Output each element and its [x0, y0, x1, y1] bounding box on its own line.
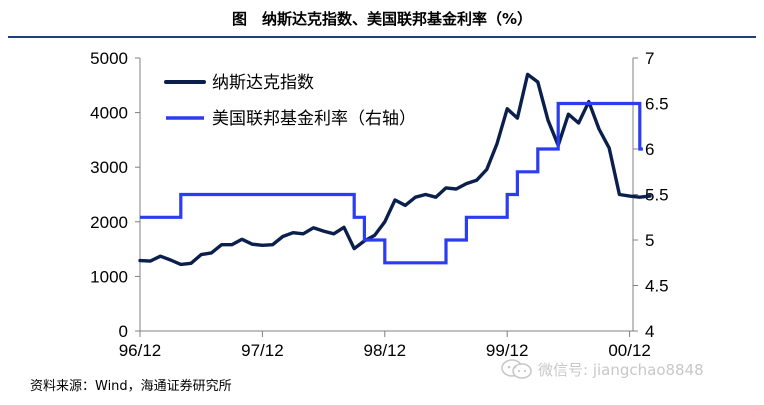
series-line-nasdaq: [138, 72, 652, 267]
legend-label: 美国联邦基金利率（右轴）: [212, 109, 416, 129]
x-tick-label: 96/12: [119, 341, 162, 360]
watermark: 微信号: jiangchao8848: [500, 358, 704, 380]
x-tick-label: 00/12: [608, 341, 651, 360]
y-right-tick-label: 5.5: [645, 186, 669, 205]
axes: 0 1000 2000 3000 4000 5000 4 4.5 5 5.5 6 6.5 7 96/12 9…: [90, 49, 668, 360]
x-tick-label: 98/12: [364, 341, 407, 360]
y-left-tick-label: 2000: [90, 213, 128, 232]
y-left-tick-label: 3000: [90, 158, 128, 177]
y-right-tick-label: 6: [645, 140, 654, 159]
chart-title: 图 纳斯达克指数、美国联邦基金利率（%）: [8, 0, 756, 38]
y-right-tick-label: 4.5: [645, 277, 669, 296]
series-layer: [138, 72, 652, 267]
y-left-tick-label: 4000: [90, 104, 128, 123]
watermark-text: 微信号: jiangchao8848: [538, 360, 704, 379]
source-note: 资料来源：Wind，海通证券研究所: [30, 379, 232, 394]
series-line-fed-rate: [140, 101, 643, 265]
wechat-icon: [500, 358, 534, 380]
x-tick-label: 97/12: [241, 341, 284, 360]
y-right-tick-label: 7: [645, 49, 654, 68]
y-left-tick-label: 0: [119, 322, 128, 341]
y-right-tick-label: 6.5: [645, 95, 669, 114]
y-left-tick-label: 5000: [90, 49, 128, 68]
legend-label: 纳斯达克指数: [212, 73, 314, 93]
y-right-tick-label: 4: [645, 322, 654, 341]
x-tick-label: 99/12: [486, 341, 529, 360]
y-right-tick-label: 5: [645, 231, 654, 250]
y-left-tick-label: 1000: [90, 267, 128, 286]
